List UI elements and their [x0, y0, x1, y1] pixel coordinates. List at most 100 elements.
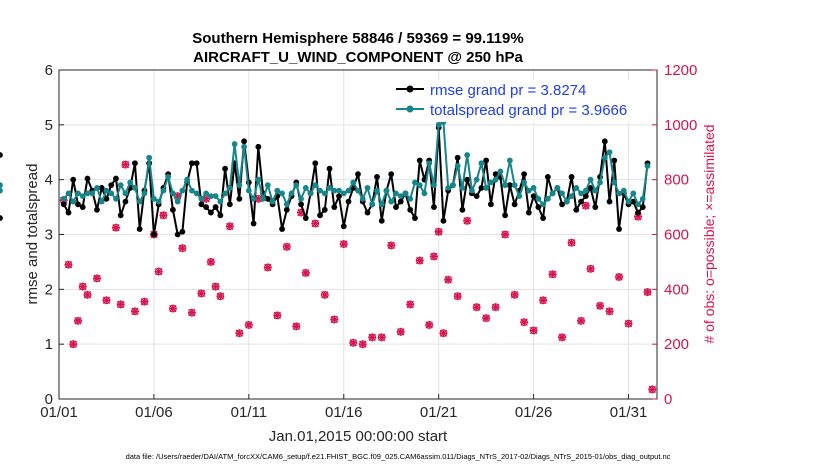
series-point [563, 198, 570, 205]
obs-assimilated-marker [577, 316, 586, 325]
obs-point [501, 230, 510, 239]
obs-assimilated-marker [624, 319, 633, 328]
obs-point [140, 297, 149, 306]
obs-assimilated-marker [211, 282, 220, 291]
obs-assimilated-marker [482, 314, 491, 323]
series-point [117, 182, 124, 189]
series-point [98, 198, 105, 205]
series-point [559, 190, 565, 197]
series-point [345, 198, 352, 205]
y-axis-right: 0 200 400 600 800 1000 1200 [652, 62, 697, 408]
series-point [79, 193, 86, 200]
series-point [75, 190, 81, 197]
obs-assimilated-marker [463, 216, 472, 225]
obs-assimilated-marker [387, 241, 396, 250]
series-point [146, 154, 153, 161]
series-point [525, 187, 532, 194]
series-point [535, 204, 542, 210]
obs-assimilated-marker [69, 340, 78, 349]
series-point [165, 174, 172, 180]
series-point [393, 204, 399, 210]
obs-assimilated-marker [368, 333, 377, 342]
obs-assimilated-marker [396, 327, 405, 336]
series-point [378, 217, 385, 224]
series-point [435, 121, 442, 128]
series-point [122, 190, 129, 197]
obs-assimilated-marker [529, 326, 538, 335]
series-point [412, 179, 418, 186]
series-point [188, 160, 195, 167]
series-point [283, 206, 290, 213]
chart-title-line-2: AIRCRAFT_U_WIND_COMPONENT @ 250 hPa [193, 49, 523, 66]
series-point [136, 198, 143, 205]
obs-assimilated-marker [154, 267, 163, 276]
series-point [450, 182, 456, 189]
series-point [511, 182, 518, 189]
series-point [65, 190, 72, 197]
series-point [578, 190, 584, 197]
series-point [559, 201, 565, 208]
series-point [397, 193, 404, 200]
series-point [597, 179, 603, 186]
obs-point [216, 292, 225, 301]
series-point [274, 187, 281, 194]
series-point [601, 138, 608, 145]
obs-point [444, 275, 453, 284]
legend: rmse grand pr = 3.8274 totalspread grand… [390, 80, 648, 122]
series-point [250, 195, 257, 202]
series-point [108, 182, 115, 189]
y-right-tick-label: 0 [664, 391, 672, 408]
series-point [75, 201, 81, 208]
series-point [611, 179, 618, 186]
obs-assimilated-marker [168, 304, 177, 313]
series-point [336, 187, 342, 194]
series-point [502, 212, 509, 219]
series-point [521, 171, 528, 178]
series-point [630, 190, 637, 197]
obs-assimilated-marker [78, 282, 87, 291]
series-point [582, 187, 589, 194]
obs-point [282, 242, 291, 251]
series-point [483, 157, 490, 164]
obs-assimilated-marker [605, 307, 614, 316]
series-point [573, 206, 580, 213]
series-point [250, 220, 257, 227]
obs-point [387, 241, 396, 250]
obs-point [339, 240, 348, 249]
obs-point [111, 223, 120, 232]
series-point [222, 190, 229, 197]
series-point [151, 231, 157, 238]
series-point [469, 187, 475, 194]
obs-assimilated-marker [377, 333, 386, 342]
series-point [606, 198, 613, 205]
series-point [317, 212, 323, 219]
obs-point [539, 296, 548, 305]
series-line [62, 121, 649, 206]
obs-assimilated-marker [501, 230, 510, 239]
series-point [473, 193, 480, 200]
x-tick-label: 01/06 [135, 404, 173, 421]
series-point [98, 184, 105, 191]
obs-point [301, 268, 310, 277]
series-point [321, 206, 328, 213]
obs-assimilated-marker [520, 318, 529, 327]
obs-assimilated-marker [197, 289, 206, 298]
obs-point [358, 340, 367, 349]
obs-point [396, 327, 405, 336]
series-point [179, 228, 186, 235]
y-axis-label: rmse and totalspread [24, 164, 41, 305]
obs-point [648, 385, 657, 394]
series-point [521, 179, 528, 186]
obs-assimilated-marker [648, 385, 657, 394]
obs-assimilated-marker [292, 322, 301, 331]
obs-assimilated-marker [301, 268, 310, 277]
series-point [321, 190, 328, 197]
series-point [298, 195, 304, 202]
series-point [312, 160, 319, 167]
obs-assimilated-marker [173, 192, 182, 201]
series-point [421, 190, 428, 197]
series-point [179, 187, 186, 194]
series-point [288, 190, 295, 197]
series-totalspread [0, 119, 651, 208]
series-point [582, 193, 589, 200]
